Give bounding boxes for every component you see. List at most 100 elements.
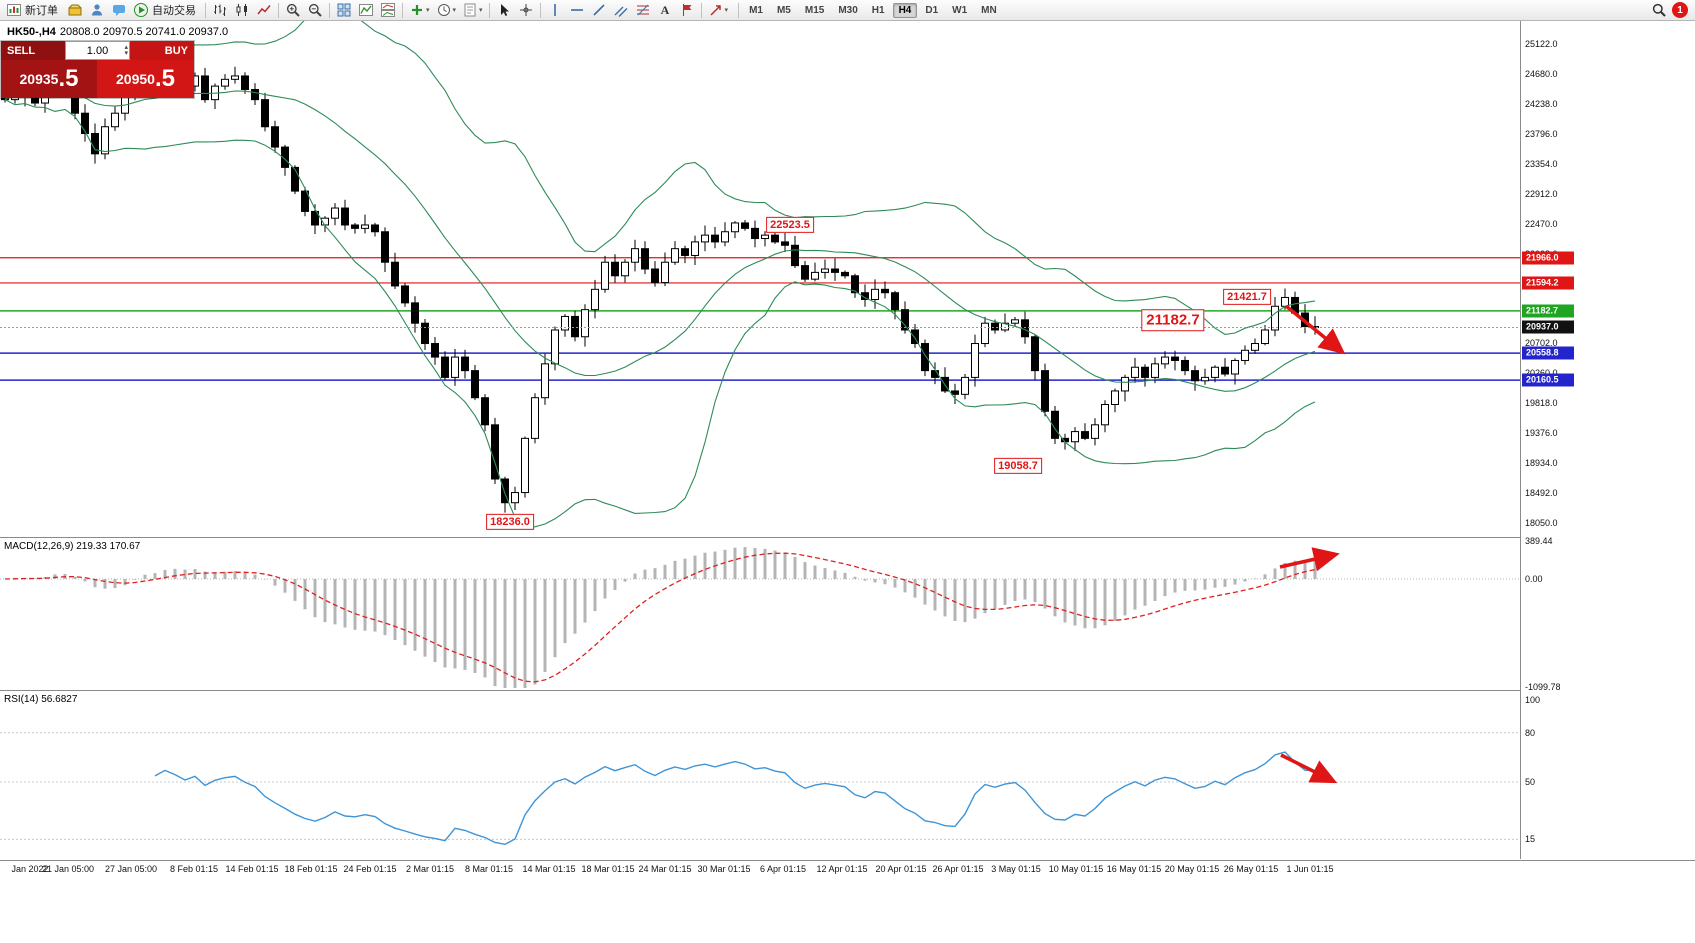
- timeframe-d1[interactable]: D1: [925, 4, 939, 16]
- fibonacci-icon: [635, 2, 651, 18]
- volume-increase-button[interactable]: ▴: [124, 43, 128, 51]
- panel-separator[interactable]: [0, 690, 1695, 691]
- text-button[interactable]: A: [654, 0, 676, 21]
- equidistant-channel-button[interactable]: [610, 0, 632, 21]
- trend-arrow[interactable]: [1284, 304, 1346, 355]
- buy-button[interactable]: BUY: [130, 41, 194, 60]
- bars-chart-icon: [212, 2, 228, 18]
- price-tick-label: 22470.0: [1525, 218, 1558, 229]
- time-label: 26 May 01:15: [1223, 864, 1279, 874]
- timeframe-m15[interactable]: M15: [804, 4, 825, 16]
- timeframe-h4[interactable]: H4: [892, 2, 918, 18]
- price-chart[interactable]: [0, 21, 1520, 537]
- autotrade-icon: [133, 2, 149, 18]
- price-axis: 25122.0 24680.0 24238.0 23796.0 23354.0 22912…: [1520, 21, 1695, 859]
- macd-scale-label: 0.00: [1525, 574, 1543, 584]
- new-order-icon: [6, 2, 22, 18]
- time-label: 8 Mar 01:15: [464, 864, 514, 874]
- timeframe-mn[interactable]: MN: [981, 4, 997, 16]
- bars-chart-button[interactable]: [209, 0, 231, 21]
- autotrade-button[interactable]: 自动交易: [130, 1, 202, 20]
- time-label: 1 Jun 01:15: [1286, 864, 1334, 874]
- timeframe-w1[interactable]: W1: [952, 4, 968, 16]
- price-tag: 21966.0: [1522, 251, 1574, 265]
- sell-price[interactable]: 20935.5: [1, 60, 97, 98]
- add-indicator-icon: [409, 2, 425, 18]
- search-button[interactable]: [1648, 1, 1670, 20]
- fibonacci-button[interactable]: [632, 0, 654, 21]
- volume-field[interactable]: 1.00 ▴ ▾: [65, 41, 130, 60]
- new-order-label: 新订单: [25, 5, 58, 17]
- macd-panel[interactable]: [0, 538, 1520, 690]
- timeframe-m5[interactable]: M5: [776, 4, 791, 16]
- price-tick-label: 19818.0: [1525, 398, 1558, 409]
- equidistant-channel-icon: [613, 2, 629, 18]
- templates-icon: [462, 2, 478, 18]
- svg-text:A: A: [660, 3, 669, 17]
- indicators-button[interactable]: [355, 0, 377, 21]
- new-order-button[interactable]: 新订单: [3, 1, 64, 20]
- price-tag: 20937.0: [1522, 320, 1574, 334]
- trend-arrow[interactable]: [1280, 753, 1338, 784]
- notification-badge[interactable]: 1: [1672, 2, 1688, 18]
- arrow-label-button[interactable]: [676, 0, 698, 21]
- shapes-button[interactable]: ▾: [705, 0, 732, 21]
- time-label: 6 Apr 01:15: [759, 864, 807, 874]
- rsi-scale-label: 100: [1525, 695, 1541, 705]
- price-tick-label: 18050.0: [1525, 518, 1558, 529]
- zoom-in-button[interactable]: [282, 0, 304, 21]
- symbol-period-label: HK50-,H4: [7, 26, 56, 38]
- horizontal-line-button[interactable]: [566, 0, 588, 21]
- price-tick-label: 19376.0: [1525, 428, 1558, 439]
- panel-separator[interactable]: [0, 537, 1695, 538]
- candles-layer: [1, 49, 1319, 513]
- crosshair-button[interactable]: [515, 0, 537, 21]
- rsi-panel[interactable]: [0, 691, 1520, 859]
- rsi-scale-label: 80: [1525, 727, 1536, 738]
- timeframe-h1[interactable]: H1: [871, 4, 885, 16]
- price-tick-label: 24238.0: [1525, 98, 1558, 109]
- buy-price[interactable]: 20950.5: [97, 60, 194, 98]
- shapes-icon: [708, 2, 724, 18]
- add-indicator-button[interactable]: ▾: [406, 0, 433, 21]
- community-button[interactable]: [108, 0, 130, 21]
- time-label: 18 Feb 01:15: [284, 864, 338, 874]
- price-tick-label: 23796.0: [1525, 128, 1558, 139]
- rsi-line: [154, 751, 1316, 846]
- zoom-out-icon: [307, 2, 323, 18]
- time-label: 30 Mar 01:15: [697, 864, 751, 874]
- chart-window: 25122.0 24680.0 24238.0 23796.0 23354.0 22912…: [0, 21, 1695, 943]
- time-label: 24 Feb 01:15: [343, 864, 397, 874]
- trend-arrow[interactable]: [1279, 547, 1340, 572]
- templates-button[interactable]: ▾: [459, 0, 486, 21]
- timeframe-m30[interactable]: M30: [838, 4, 858, 16]
- line-chart-button[interactable]: [253, 0, 275, 21]
- macd-label: MACD(12,26,9) 219.33 170.67: [4, 541, 141, 552]
- cursor-button[interactable]: [493, 0, 515, 21]
- arrow-label-icon: [679, 2, 695, 18]
- volume-value: 1.00: [86, 44, 109, 57]
- macd-signal-line: [4, 552, 1316, 683]
- volume-decrease-button[interactable]: ▾: [124, 49, 128, 57]
- indicator-windows-button[interactable]: [377, 0, 399, 21]
- candlestick-chart-button[interactable]: [231, 0, 253, 21]
- vertical-line-button[interactable]: [544, 0, 566, 21]
- price-tick-label: 23354.0: [1525, 158, 1558, 169]
- sell-button[interactable]: SELL: [1, 41, 65, 60]
- macd-histogram: [13, 547, 1317, 688]
- dropdown-caret-icon: ▾: [479, 7, 483, 14]
- ohlc-values: 20808.0 20970.5 20741.0 20937.0: [59, 26, 229, 38]
- timeframe-m1[interactable]: M1: [749, 4, 763, 16]
- profile-button[interactable]: [86, 0, 108, 21]
- main-toolbar: 新订单 自动交易 ▾ ▾ ▾ A ▾ M1 M5 M15 M30 H1 H4 D1 W1 MN 1: [0, 0, 1695, 21]
- price-tick-label: 25122.0: [1525, 38, 1558, 49]
- market-button[interactable]: [64, 0, 86, 21]
- trendline-button[interactable]: [588, 0, 610, 21]
- periods-button[interactable]: ▾: [433, 0, 460, 21]
- macd-scale-label: 389.44: [1525, 535, 1553, 546]
- tile-windows-button[interactable]: [333, 0, 355, 21]
- price-tag: 20558.8: [1522, 346, 1574, 360]
- dropdown-caret-icon: ▾: [426, 7, 430, 14]
- crosshair-icon: [518, 2, 534, 18]
- zoom-out-button[interactable]: [304, 0, 326, 21]
